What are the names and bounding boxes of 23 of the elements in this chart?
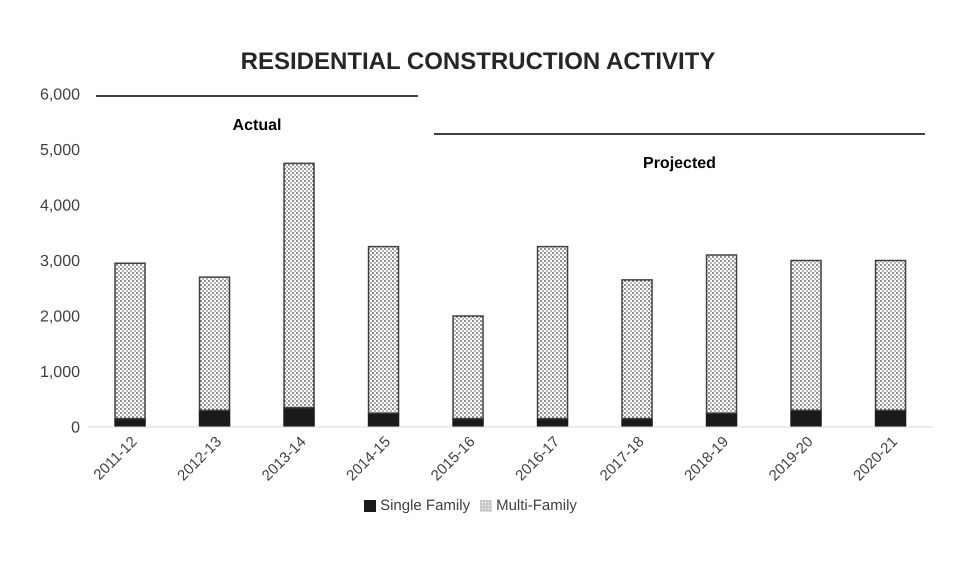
bar [283,162,315,408]
bar [621,279,653,420]
y-tick-label: 5,000 [40,142,80,160]
annotation: Projected [643,155,716,172]
bar [283,406,315,427]
bar [706,254,738,414]
annotation: Actual [232,117,282,134]
y-tick-label: 4,000 [40,198,80,215]
y-tick-label: 2,000 [40,308,80,326]
bar [536,246,568,420]
bar [452,315,484,420]
chart-title: RESIDENTIAL CONSTRUCTION ACTIVITY [240,48,716,76]
y-tick-label: 6,000 [40,86,80,104]
y-tick-label: 1,000 [40,364,80,382]
legend-label: Multi-Family [496,497,577,514]
bar [874,260,906,412]
y-tick-label: 0 [71,420,80,437]
bar [114,262,146,420]
y-tick-label: 3,000 [40,253,80,270]
bar [198,276,230,412]
bar [368,246,400,414]
legend-label: Single Family [380,497,470,514]
bar [790,260,822,412]
